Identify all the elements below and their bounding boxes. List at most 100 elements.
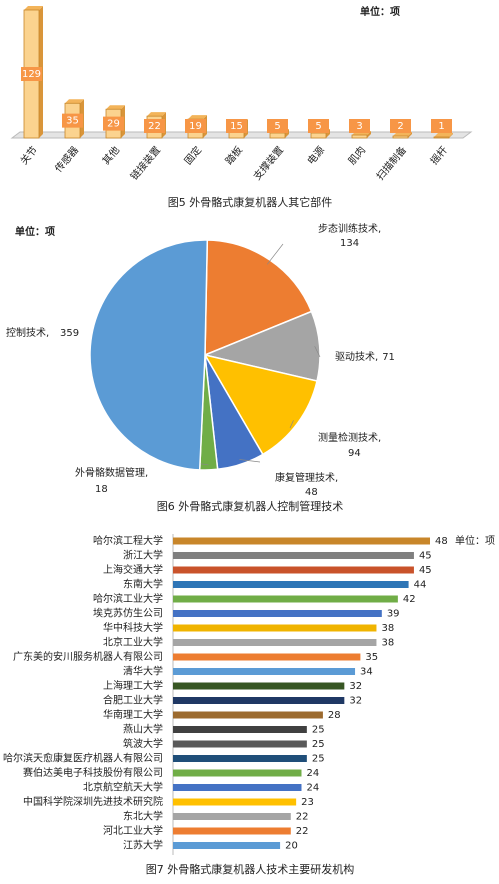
unit-label: 单位：项 xyxy=(455,534,495,547)
bar xyxy=(173,813,291,820)
x-tick-label: 踏板 xyxy=(222,144,245,168)
bar-top xyxy=(188,115,207,120)
chart-title: 图5 外骨骼式康复机器人其它部件 xyxy=(168,195,333,209)
leader-line xyxy=(289,420,294,429)
bar-top xyxy=(65,99,84,104)
x-tick-label: 肌肉 xyxy=(345,144,368,168)
x-tick-label: 链接装置 xyxy=(127,144,163,183)
y-tick-label: 筑波大学 xyxy=(123,737,163,750)
value-label: 22 xyxy=(296,812,309,823)
bar xyxy=(173,610,382,617)
value-label: 35 xyxy=(365,652,378,663)
y-tick-label: 合肥工业大学 xyxy=(103,694,163,707)
y-tick-label: 浙江大学 xyxy=(123,549,163,562)
value-label: 28 xyxy=(328,710,341,721)
y-tick-label: 燕山大学 xyxy=(123,723,163,736)
value-label-box xyxy=(185,119,206,133)
value-label: 38 xyxy=(381,638,394,649)
bar xyxy=(173,697,345,704)
slice-label: 测量检测技术, xyxy=(318,431,381,444)
bar xyxy=(173,624,377,632)
slice-value: 71 xyxy=(382,352,395,363)
bar xyxy=(173,595,398,603)
value-label: 48 xyxy=(435,536,448,547)
bar xyxy=(173,726,307,733)
chart-title: 图6 外骨骼式康复机器人控制管理技术 xyxy=(157,499,344,513)
bar xyxy=(433,136,450,139)
value-label: 22 xyxy=(296,826,309,837)
value-label: 39 xyxy=(387,609,400,620)
bar-side xyxy=(449,133,453,138)
leader-line xyxy=(239,459,261,463)
bar xyxy=(269,132,286,139)
value-label: 25 xyxy=(312,725,325,736)
value-label: 35 xyxy=(66,116,79,127)
bar xyxy=(173,842,281,849)
value-label-box xyxy=(390,119,411,133)
value-label-box xyxy=(349,119,370,133)
unit-label: 单位：项 xyxy=(360,5,400,18)
bar xyxy=(392,135,409,139)
y-tick-label: 东南大学 xyxy=(123,578,163,591)
y-tick-label: 河北工业大学 xyxy=(103,824,163,837)
y-tick-label: 哈尔滨天愈康复医疗机器人有限公司 xyxy=(3,752,163,765)
bar xyxy=(173,639,377,646)
y-tick-label: 埃克苏仿生公司 xyxy=(93,607,163,620)
y-tick-label: 哈尔滨工业大学 xyxy=(93,592,163,605)
value-label: 29 xyxy=(107,119,120,130)
bar xyxy=(173,581,409,588)
y-tick-label: 华中科技大学 xyxy=(103,621,163,634)
value-label: 45 xyxy=(419,565,432,576)
value-label: 22 xyxy=(148,121,161,132)
y-tick-label: 赛伯达美电子科技股份有限公司 xyxy=(23,766,163,779)
x-tick-label: 电源 xyxy=(304,144,327,168)
x-tick-label: 摇杆 xyxy=(427,144,450,168)
value-label-box xyxy=(431,119,452,133)
y-tick-label: 清华大学 xyxy=(123,665,163,678)
bar xyxy=(173,769,302,777)
bar-top xyxy=(106,105,125,110)
value-label-box xyxy=(267,119,288,133)
value-label: 3 xyxy=(356,121,362,132)
unit-label: 单位：项 xyxy=(15,225,55,238)
y-tick-label: 江苏大学 xyxy=(123,839,163,852)
bar xyxy=(173,668,356,675)
bar xyxy=(173,653,361,661)
value-label: 32 xyxy=(349,696,362,707)
value-label: 32 xyxy=(349,681,362,692)
y-tick-label: 北京工业大学 xyxy=(103,636,163,649)
value-label-box xyxy=(103,116,124,131)
x-tick-label: 关节 xyxy=(17,144,40,168)
slice-value: 94 xyxy=(348,448,361,459)
x-tick-label: 其他 xyxy=(99,144,122,168)
y-tick-label: 华南理工大学 xyxy=(103,708,163,721)
y-tick-label: 中国科学院深圳先进技术研究院 xyxy=(23,795,163,808)
bar xyxy=(173,784,302,791)
bar-top xyxy=(24,6,43,10)
bar-side xyxy=(408,132,412,138)
bar xyxy=(173,566,414,574)
value-label-box xyxy=(62,113,83,128)
bar xyxy=(310,132,327,139)
pie-slice xyxy=(89,239,209,471)
value-label: 20 xyxy=(285,841,298,852)
bar xyxy=(351,134,368,139)
value-label: 44 xyxy=(414,580,427,591)
bar xyxy=(173,711,323,719)
value-label: 45 xyxy=(419,551,432,562)
slice-value: 48 xyxy=(305,487,318,498)
value-label-box xyxy=(21,67,42,81)
value-label: 25 xyxy=(312,754,325,765)
pie-slice xyxy=(203,353,318,456)
value-label: 2 xyxy=(397,121,403,132)
bar xyxy=(173,537,430,545)
x-tick-label: 传感器 xyxy=(52,144,81,175)
bar xyxy=(173,755,307,762)
slice-label: 步态训练技术, xyxy=(318,222,381,235)
bar xyxy=(173,682,345,690)
value-label-box xyxy=(144,119,165,133)
y-tick-label: 广东美的安川服务机器人有限公司 xyxy=(13,650,163,663)
value-label: 23 xyxy=(301,797,314,808)
chart-title: 图7 外骨骼式康复机器人技术主要研发机构 xyxy=(146,862,355,876)
